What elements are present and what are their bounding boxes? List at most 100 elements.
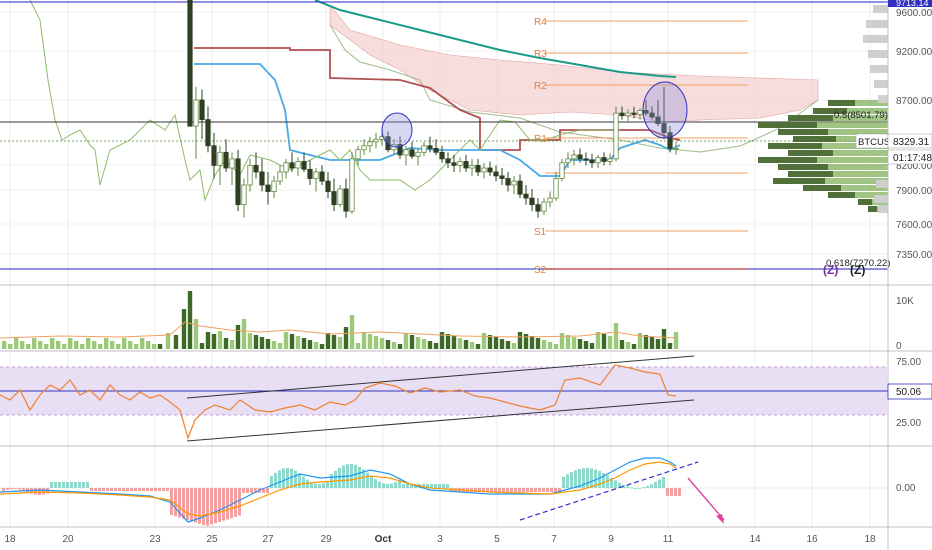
- macd-hist-bar-90: [90, 488, 93, 491]
- volume-bar-22: [295, 336, 301, 349]
- volume-bar-early-38: [38, 341, 43, 349]
- x-label-7: 7: [551, 534, 557, 545]
- volume-bar-59: [517, 332, 523, 349]
- macd-hist-bar-78: [78, 482, 81, 488]
- price-tick-7600: 7600.00: [896, 220, 932, 231]
- macd-hist-bar-246: [246, 488, 249, 493]
- signal-line: [0, 461, 677, 517]
- countdown-box: [887, 149, 932, 165]
- price-axis: 9600.00 9200.00 8700.00 8200.00 7900.00 …: [855, 0, 932, 261]
- macd-hist-bar-594: [594, 469, 597, 488]
- macd-tick-0: 0.00: [896, 483, 916, 494]
- volume-bar-80: [643, 335, 649, 349]
- volume-bar-early-32: [32, 338, 37, 349]
- macd-hist-bar-378: [378, 481, 381, 488]
- ichimoku-cloud: [329, 4, 819, 123]
- volume-profile-bar-dark-0: [828, 100, 855, 106]
- macd-hist-bar-158: [158, 488, 161, 491]
- gray-profile-bar-1: [866, 20, 888, 28]
- candle-body-44: [427, 145, 433, 149]
- volume-profile-bar-dark-2: [788, 115, 833, 121]
- macd-hist-bar-426: [426, 484, 429, 488]
- volume-bar-27: [325, 333, 331, 349]
- x-label-25: 25: [206, 534, 218, 545]
- volume-bar-53: [481, 333, 487, 349]
- volume-bar-15: [253, 335, 259, 349]
- candle-body-21: [289, 162, 295, 169]
- price-tick-8700: 8700.00: [896, 96, 932, 107]
- macd-hist-bar-138: [138, 488, 141, 491]
- macd-hist-bar-58: [58, 482, 61, 488]
- time-axis: 18 20 23 25 27 29 Oct 3 5 7 9 11 14 16 1…: [4, 534, 876, 545]
- price-tick-7900: 7900.00: [896, 186, 932, 197]
- volume-bar-18: [271, 341, 277, 349]
- macd-hist-bar-598: [598, 471, 601, 488]
- volume-bar-68: [571, 337, 577, 349]
- candle-body-71: [589, 159, 595, 164]
- rsi-lower-trendline: [186, 399, 695, 442]
- macd-hist-bar-70: [70, 482, 73, 488]
- volume-profile-bar-0: [828, 100, 888, 106]
- volume-bar-46: [439, 332, 445, 349]
- macd-hist-bar-658: [658, 479, 661, 488]
- volume-bar-48: [451, 336, 457, 349]
- macd-hist-bar-298: [298, 473, 301, 488]
- macd-hist-bar-118: [118, 488, 121, 491]
- macd-hist-bar-358: [358, 466, 361, 488]
- macd-hist-bar-566: [566, 474, 569, 488]
- top-price-label: 9713.14: [896, 0, 929, 8]
- volume-bar-16: [259, 337, 265, 349]
- volume-bar-82: [655, 339, 661, 349]
- pivot-lines: R4 R3 R2 R1 S1 S2: [534, 17, 748, 276]
- volume-bar-71: [589, 343, 595, 349]
- volume-bar-69: [577, 339, 583, 349]
- volume-bar-early-134: [134, 344, 139, 349]
- macd-hist-bar-142: [142, 488, 145, 491]
- macd-hist-bar-114: [114, 488, 117, 491]
- volume-bar-81: [649, 337, 655, 349]
- macd-hist-bar-310: [310, 482, 313, 488]
- candle-body-25: [313, 171, 319, 179]
- rsi-upper-trendline: [186, 355, 695, 399]
- x-label-27: 27: [262, 534, 274, 545]
- candle-body-33: [361, 145, 367, 151]
- x-label-11: 11: [663, 534, 674, 545]
- volume-bars: [2, 291, 679, 349]
- macd-hist-bar-610: [610, 477, 613, 488]
- candle-body-79: [637, 110, 643, 115]
- volume-bar-43: [421, 339, 427, 349]
- candle-body-8: [211, 145, 217, 166]
- volume-profile-bar-10: [788, 171, 888, 177]
- macd-hist-bar-422: [422, 484, 425, 488]
- macd-hist-bar-162: [162, 488, 165, 491]
- rsi-current-label: 50.06: [896, 387, 921, 398]
- macd-hist-bar-434: [434, 484, 437, 488]
- candle-body-40: [403, 149, 409, 156]
- macd-hist-bar-494: [494, 488, 497, 492]
- macd-hist-bar-218: [218, 488, 221, 522]
- candle-body-48: [451, 162, 457, 166]
- macd-hist-bar-614: [614, 480, 617, 488]
- candle-body-80: [643, 110, 649, 114]
- candle-body-58: [511, 180, 517, 186]
- zz-label-2: (Z): [850, 263, 865, 277]
- volume-bar-40: [403, 333, 409, 349]
- gray-profile-bar-0: [873, 5, 888, 13]
- candle-body-77: [625, 112, 631, 117]
- volume-bar-75: [613, 323, 619, 349]
- volume-tick-10k: 10K: [896, 296, 914, 307]
- volume-bar-66: [559, 333, 565, 349]
- macd-line: [0, 457, 677, 523]
- pivot-label-r3: R3: [534, 49, 547, 60]
- macd-hist-bar-42: [42, 488, 45, 495]
- macd-hist-bar-630: [630, 487, 633, 489]
- macd-hist-bar-302: [302, 476, 305, 488]
- macd-hist-bar-502: [502, 488, 505, 492]
- candle-body-59: [517, 180, 523, 195]
- volume-profile-bar-dark-11: [773, 178, 825, 184]
- macd-hist-bar-586: [586, 468, 589, 488]
- volume-bar-9: [217, 331, 223, 349]
- macd-hist-bar-22: [22, 488, 25, 491]
- candle-body-31: [349, 158, 355, 212]
- macd-hist-bar-134: [134, 488, 137, 491]
